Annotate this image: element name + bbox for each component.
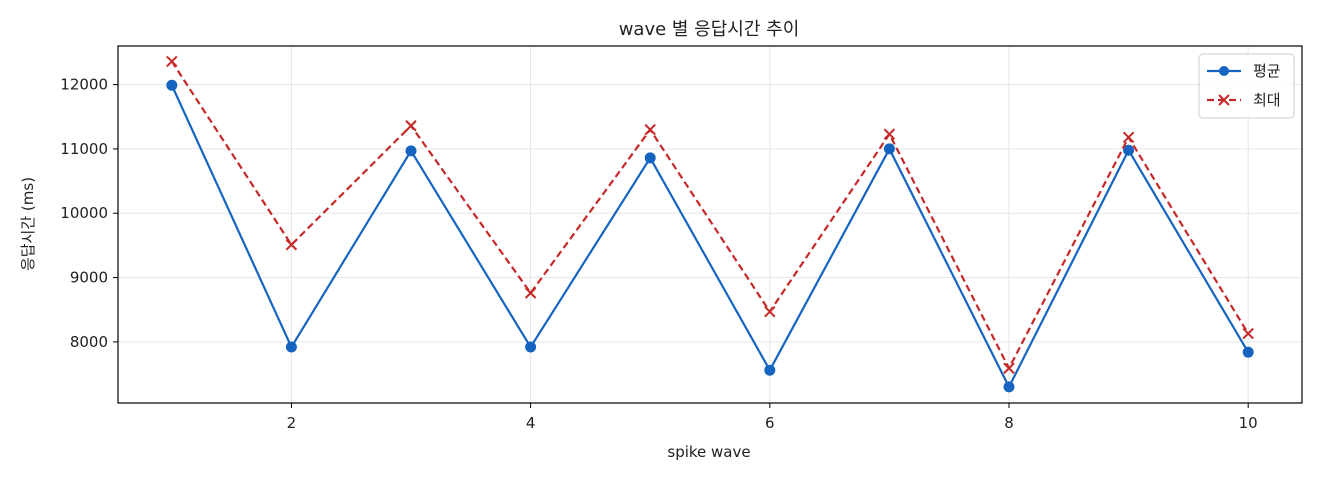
x-axis-ticks: 2 4 6 8 10	[287, 403, 1258, 432]
data-point	[764, 305, 776, 318]
series-2	[166, 55, 1254, 374]
data-point	[883, 128, 896, 140]
x-axis-label: spike wave	[667, 443, 750, 461]
legend-item: 평균	[1207, 62, 1281, 80]
y-axis-label: 응답시간 (ms)	[19, 177, 37, 271]
x-tick-label: 2	[287, 414, 297, 432]
data-point	[644, 123, 656, 136]
y-tick-label: 12000	[60, 76, 108, 94]
legend-marker	[1219, 66, 1229, 76]
grid-lines	[118, 46, 1302, 403]
data-point	[1003, 381, 1015, 393]
series-1	[166, 79, 1254, 393]
data-point	[166, 55, 178, 68]
y-tick-label: 10000	[60, 204, 108, 222]
data-point	[166, 79, 178, 91]
data-point	[1122, 131, 1135, 144]
data-point	[285, 341, 297, 353]
plot-frame	[117, 45, 1303, 404]
chart-title: wave 별 응답시간 추이	[619, 19, 800, 40]
data-point	[883, 143, 895, 155]
x-tick-label: 10	[1239, 414, 1258, 432]
data-point	[764, 364, 776, 376]
x-tick-label: 6	[765, 414, 775, 432]
x-tick-label: 8	[1004, 414, 1014, 432]
data-point	[525, 341, 537, 353]
series-line	[170, 60, 1250, 370]
data-point	[1003, 362, 1015, 374]
y-tick-label: 9000	[70, 269, 108, 287]
data-point	[644, 152, 656, 164]
legend-marker	[1218, 94, 1230, 106]
legend-label: 평균	[1253, 62, 1281, 80]
data-point	[524, 287, 537, 299]
x-tick-label: 4	[526, 414, 536, 432]
series-line	[170, 84, 1250, 389]
data-point	[405, 145, 417, 157]
data-point	[1123, 144, 1135, 156]
series-layer	[166, 55, 1254, 393]
legend-label: 최대	[1253, 91, 1281, 109]
legend-item: 최대	[1207, 91, 1281, 109]
y-tick-label: 8000	[70, 333, 108, 351]
data-point	[1242, 346, 1254, 358]
y-tick-label: 11000	[60, 140, 108, 158]
y-axis-ticks: 8000 9000 10000 11000 12000	[60, 76, 118, 351]
data-point	[1242, 327, 1254, 340]
data-point	[405, 120, 417, 132]
data-point	[285, 239, 298, 251]
